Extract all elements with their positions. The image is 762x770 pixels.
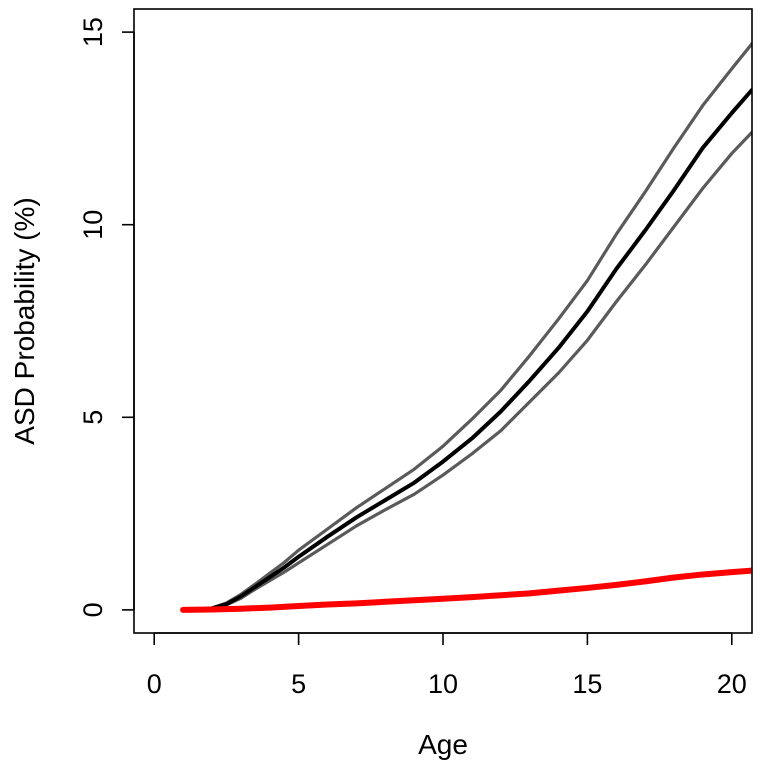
x-axis-label: Age — [418, 729, 468, 760]
series-line-upper-bound — [181, 42, 752, 612]
x-axis: 0 5 10 15 20 — [147, 632, 747, 699]
plot-frame — [133, 8, 753, 634]
x-tick-label: 5 — [291, 669, 306, 699]
y-tick-label: 5 — [78, 410, 108, 425]
series-line-baseline — [180, 567, 752, 613]
x-tick-label: 20 — [717, 669, 747, 699]
x-tick-label: 10 — [428, 669, 458, 699]
series-line-lower-bound — [181, 130, 752, 612]
y-tick-label: 10 — [78, 210, 108, 240]
y-axis: 0 5 10 15 — [78, 17, 135, 617]
series-line-estimate — [181, 87, 752, 612]
y-tick-label: 0 — [78, 602, 108, 617]
y-tick-label: 15 — [78, 17, 108, 47]
series-layer — [180, 42, 752, 613]
x-tick-label: 15 — [572, 669, 602, 699]
x-tick-label: 0 — [147, 669, 162, 699]
y-axis-label: ASD Probability (%) — [9, 197, 40, 444]
